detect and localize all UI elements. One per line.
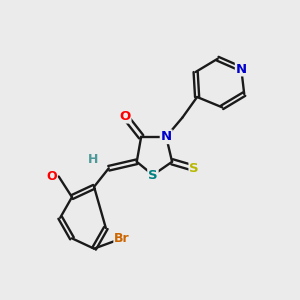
Text: S: S [189, 162, 199, 175]
Text: H: H [87, 153, 98, 166]
Text: O: O [119, 110, 130, 123]
Text: Br: Br [114, 232, 130, 245]
Text: N: N [236, 62, 247, 76]
Text: O: O [46, 170, 57, 183]
Text: S: S [148, 169, 158, 182]
Text: N: N [160, 130, 172, 143]
